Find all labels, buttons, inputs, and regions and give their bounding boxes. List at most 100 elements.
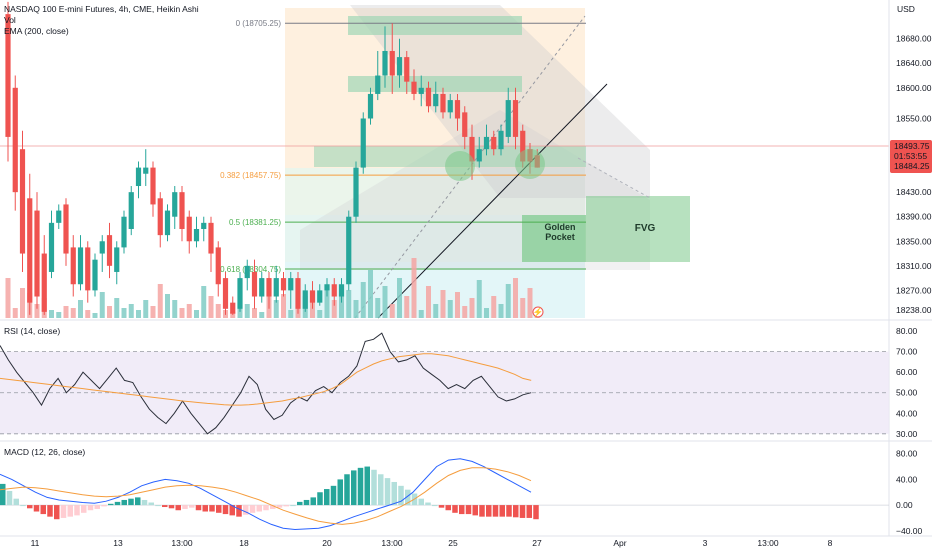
- macd-histogram-bar: [472, 505, 478, 516]
- volume-bar: [244, 304, 250, 318]
- supply-box-top: [348, 16, 522, 35]
- candle-body: [251, 271, 258, 297]
- volume-bar: [317, 310, 323, 318]
- candle-body: [346, 216, 352, 285]
- volume-bar: [331, 300, 337, 318]
- volume-bar: [186, 304, 192, 318]
- rsi-line: [0, 332, 532, 435]
- candle-body: [48, 222, 55, 272]
- volume-bar: [92, 313, 98, 318]
- volume-bar: [179, 308, 185, 318]
- supply-box-mid: [348, 76, 522, 92]
- candle-body: [56, 210, 62, 223]
- fib-label: 0.5 (18381.25): [229, 218, 281, 227]
- macd-histogram-bar: [384, 478, 391, 506]
- reaction-circle: [445, 151, 475, 181]
- alert-icon: [532, 306, 544, 318]
- volume-label[interactable]: Vol: [4, 15, 16, 25]
- macd-histogram-bar: [209, 505, 215, 512]
- time-tick: 13:00: [381, 538, 403, 548]
- candle-body: [77, 247, 84, 285]
- macd-histogram-bar: [222, 505, 229, 515]
- price-tick: 18600.00: [896, 83, 932, 93]
- macd-histogram-bar: [249, 505, 256, 513]
- golden-pocket-box: [522, 215, 586, 262]
- macd-histogram-bar: [344, 474, 350, 506]
- candle-body: [41, 253, 47, 312]
- macd-histogram-bar: [114, 501, 121, 506]
- candle-body: [193, 228, 200, 242]
- volume-bar: [513, 278, 518, 318]
- candle-body: [483, 136, 490, 150]
- volume-bar: [107, 306, 112, 318]
- price-tick: 18238.00: [896, 305, 932, 315]
- reaction-circle: [515, 149, 545, 179]
- candle-body: [462, 112, 468, 137]
- golden-pocket-label: Golden: [545, 222, 576, 232]
- lightning-icon: ⚡: [533, 307, 544, 318]
- candle-body: [367, 93, 374, 119]
- candle-body: [360, 118, 366, 168]
- volume-bar: [252, 308, 257, 318]
- volume-bar: [208, 296, 214, 318]
- macd-histogram-bar: [94, 505, 100, 509]
- macd-histogram-bar: [526, 505, 532, 518]
- volume-bar: [230, 312, 236, 318]
- rsi-ma-line: [0, 353, 532, 406]
- macd-histogram-bar: [324, 489, 330, 506]
- volume-bar: [273, 300, 279, 318]
- macd-histogram-bar: [54, 505, 60, 520]
- macd-title[interactable]: MACD (12, 26, close): [4, 447, 86, 457]
- candle-body: [208, 222, 214, 254]
- volume-bar: [360, 282, 366, 318]
- chart-legend: NASDAQ 100 E-mini Futures, 4h, CME, Heik…: [4, 4, 199, 37]
- macd-histogram-bar: [276, 505, 283, 508]
- volume-bar: [172, 300, 178, 318]
- price-tick: 18270.00: [896, 285, 932, 295]
- candle-body: [92, 259, 98, 291]
- candle-body: [222, 278, 229, 309]
- price-tick: 18550.00: [896, 113, 932, 123]
- macd-tick: 0.00: [896, 500, 913, 510]
- time-tick: 13:00: [757, 538, 779, 548]
- candle-body: [331, 284, 337, 297]
- symbol-title[interactable]: NASDAQ 100 E-mini Futures, 4h, CME, Heik…: [4, 4, 199, 14]
- volume-bar: [469, 298, 475, 318]
- volume-bar: [404, 296, 410, 318]
- ema-label[interactable]: EMA (200, close): [4, 26, 69, 36]
- macd-histogram-bar: [108, 503, 114, 506]
- macd-histogram-bar: [452, 505, 458, 513]
- volume-bar: [49, 310, 54, 318]
- time-tick: 27: [532, 538, 542, 548]
- candle-body: [498, 130, 504, 150]
- volume-bar: [281, 294, 286, 318]
- volume-bar: [447, 300, 453, 318]
- volume-bar: [520, 298, 526, 318]
- volume-bar: [70, 308, 76, 318]
- volume-bar: [136, 310, 141, 318]
- countdown-value: 01:53:55: [894, 151, 927, 161]
- rsi-tick: 70.00: [896, 347, 918, 357]
- macd-histogram-bar: [189, 505, 195, 508]
- candle-body: [505, 100, 511, 137]
- candle-body: [476, 149, 482, 162]
- volume-bar: [324, 288, 330, 318]
- macd-histogram-bar: [47, 505, 53, 517]
- candle-body: [85, 247, 91, 291]
- macd-histogram-bar: [229, 505, 235, 516]
- volume-bar: [78, 300, 83, 318]
- volume-bar: [498, 304, 504, 318]
- candle-body: [280, 278, 287, 291]
- candle-body: [454, 100, 461, 119]
- candle-body: [12, 87, 18, 193]
- macd-histogram-bar: [330, 485, 337, 506]
- candle-body: [273, 278, 279, 297]
- macd-line: [0, 458, 532, 531]
- candle-body: [425, 87, 432, 107]
- rsi-title[interactable]: RSI (14, close): [4, 326, 61, 336]
- volume-bar: [121, 308, 127, 318]
- macd-histogram-bar: [378, 474, 384, 506]
- volume-bar: [85, 310, 91, 318]
